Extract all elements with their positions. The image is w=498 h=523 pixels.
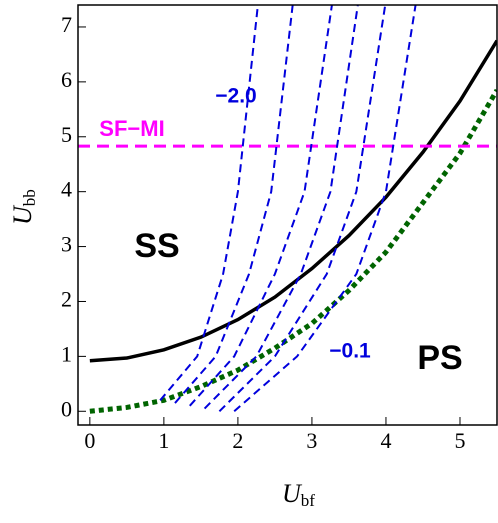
dashed-curve <box>189 5 333 407</box>
x-tick-label: 1 <box>158 428 169 453</box>
y-tick-label: 2 <box>61 287 72 312</box>
annotation: −0.1 <box>329 340 371 363</box>
dashed-curve <box>159 5 259 401</box>
x-axis-label-main: U <box>282 479 303 508</box>
x-tick-label: 3 <box>306 428 317 453</box>
dotted-curve <box>89 88 497 414</box>
x-axis-label-sub: bf <box>301 491 316 510</box>
y-tick-label: 1 <box>61 341 72 366</box>
y-tick-label: 5 <box>61 122 72 147</box>
frame <box>77 4 498 426</box>
y-axis-label-main: U <box>8 204 37 225</box>
x-tick-label: 4 <box>380 428 391 453</box>
solid-curve <box>89 39 497 363</box>
dashed-curve <box>174 5 294 404</box>
annotation: PS <box>417 339 462 377</box>
annotation: −2.0 <box>215 85 256 108</box>
x-axis-label: Ubf <box>282 479 315 510</box>
dashed-curve <box>233 5 417 413</box>
x-tick-label: 2 <box>232 428 243 453</box>
y-tick-label: 0 <box>61 396 72 421</box>
dashed-curve <box>218 5 387 412</box>
dashed-curve <box>203 5 359 410</box>
y-axis-label: Ubb <box>8 189 39 225</box>
y-tick-label: 7 <box>61 12 72 37</box>
y-tick-label: 4 <box>61 177 72 202</box>
annotation: SS <box>134 227 179 265</box>
annotation: SF−MI <box>99 116 164 141</box>
x-tick-label: 5 <box>454 428 465 453</box>
y-axis-label-sub: bb <box>20 189 39 206</box>
y-tick-label: 3 <box>61 232 72 257</box>
y-tick-label: 6 <box>61 67 72 92</box>
plot-area <box>78 5 497 414</box>
x-tick-label: 0 <box>84 428 95 453</box>
